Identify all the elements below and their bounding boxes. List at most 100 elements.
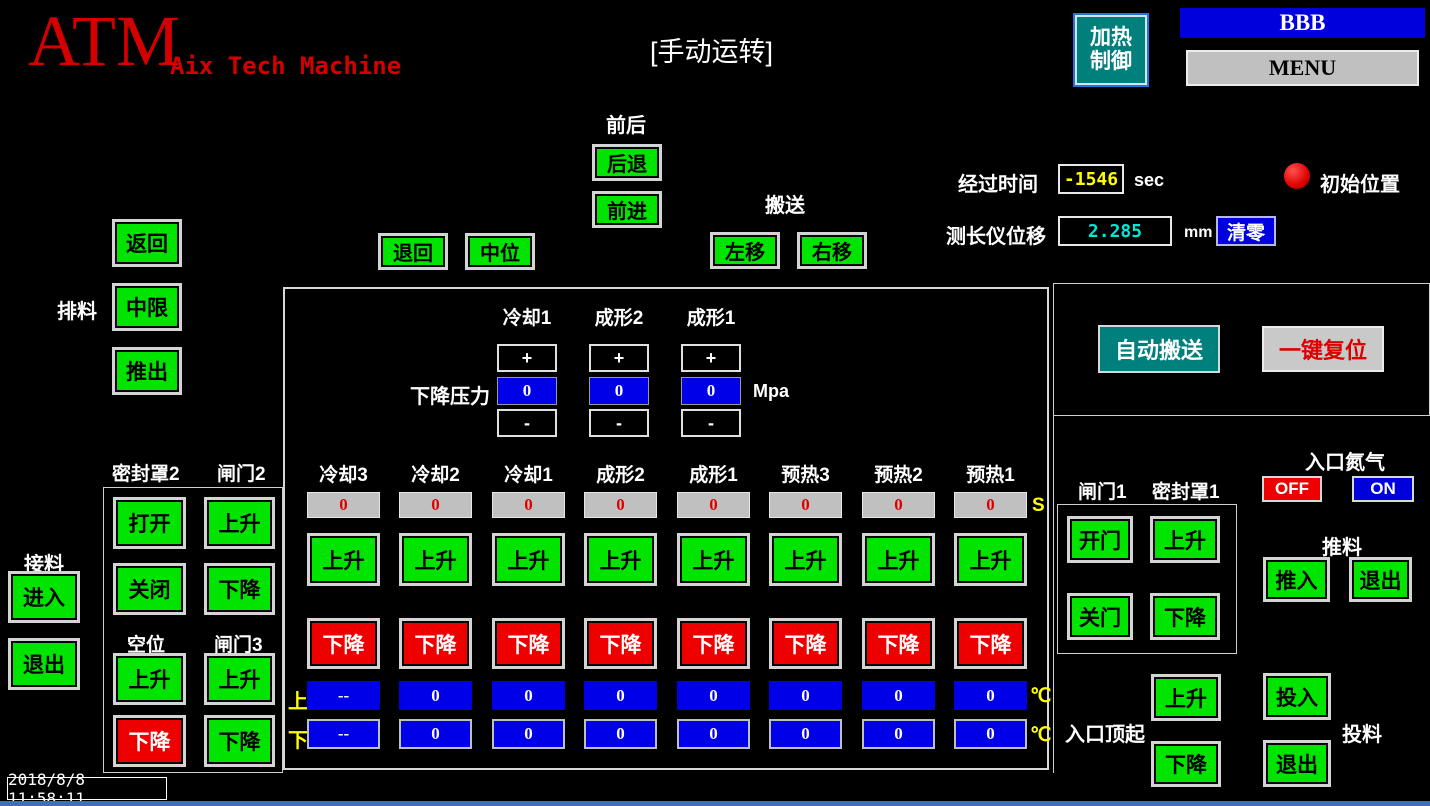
- pressure-unit: Mpa: [753, 381, 789, 401]
- pressure-value: 0: [589, 377, 649, 405]
- station-up-button[interactable]: 上升: [492, 533, 565, 586]
- length-gauge-label: 测长仪位移: [946, 226, 1046, 248]
- initial-position-indicator-icon: [1284, 163, 1310, 189]
- pressure-col-label: 成形2: [594, 308, 644, 329]
- pressure-value: 0: [681, 377, 741, 405]
- temp-upper-value: 0: [492, 681, 565, 710]
- temp-lower-label: 下: [288, 730, 308, 752]
- menu-button[interactable]: MENU: [1186, 50, 1419, 86]
- inlet-lift-down-button[interactable]: 下降: [1151, 741, 1221, 787]
- gate3-up-button[interactable]: 上升: [204, 653, 275, 705]
- gate3-down-button[interactable]: 下降: [204, 715, 275, 767]
- seal2-close-button[interactable]: 关闭: [113, 563, 186, 615]
- back-button[interactable]: 后退: [592, 144, 662, 181]
- station-up-button[interactable]: 上升: [769, 533, 842, 586]
- gate1-label: 闸门1: [1078, 482, 1127, 503]
- timestamp: 2018/8/8 11:58:11: [7, 770, 167, 806]
- station-timer-value: 0: [492, 492, 565, 518]
- clear-zero-button[interactable]: 清零: [1216, 216, 1276, 246]
- elapsed-time-label: 经过时间: [958, 174, 1038, 196]
- station-label: 预热3: [781, 465, 830, 486]
- temp-lower-value: 0: [677, 719, 750, 749]
- pressure-plus-button[interactable]: +: [589, 344, 649, 372]
- receive-exit-button[interactable]: 退出: [8, 638, 80, 690]
- empty-down-button[interactable]: 下降: [113, 715, 186, 767]
- discharge-push-out-button[interactable]: 推出: [112, 347, 182, 395]
- push-in-button[interactable]: 推入: [1263, 557, 1330, 602]
- logo-subtitle: Aix Tech Machine: [170, 52, 402, 80]
- station-down-button[interactable]: 下降: [954, 618, 1027, 669]
- station-timer-value: 0: [399, 492, 472, 518]
- gate2-label: 闸门2: [217, 464, 266, 485]
- station-timer-value: 0: [769, 492, 842, 518]
- station-down-button[interactable]: 下降: [584, 618, 657, 669]
- station-up-button[interactable]: 上升: [307, 533, 380, 586]
- middle-position-button[interactable]: 中位: [465, 233, 535, 270]
- nitrogen-off-button[interactable]: OFF: [1262, 476, 1322, 502]
- auto-transfer-button[interactable]: 自动搬送: [1098, 325, 1220, 373]
- gate1-open-button[interactable]: 开门: [1067, 516, 1133, 563]
- push-material-label: 推料: [1322, 537, 1362, 559]
- station-label: 冷却3: [319, 465, 368, 486]
- move-right-button[interactable]: 右移: [797, 232, 867, 269]
- gate2-down-button[interactable]: 下降: [204, 563, 275, 615]
- feed-in-button[interactable]: 投入: [1263, 673, 1331, 720]
- seal1-label: 密封罩1: [1152, 482, 1220, 503]
- temp-lower-value: --: [307, 719, 380, 749]
- empty-position-label: 空位: [127, 635, 166, 656]
- station-label: 冷却2: [411, 465, 460, 486]
- feed-material-label: 投料: [1342, 724, 1382, 746]
- station-down-button[interactable]: 下降: [677, 618, 750, 669]
- station-down-button[interactable]: 下降: [492, 618, 565, 669]
- temp-upper-value: 0: [862, 681, 935, 710]
- pressure-plus-button[interactable]: +: [497, 344, 557, 372]
- temp-lower-value: 0: [769, 719, 842, 749]
- length-gauge-value: 2.285: [1058, 216, 1172, 246]
- station-down-button[interactable]: 下降: [862, 618, 935, 669]
- receive-enter-button[interactable]: 进入: [8, 571, 80, 623]
- temp-lower-value: 0: [862, 719, 935, 749]
- pressure-col-label: 冷却1: [502, 308, 552, 329]
- gate1-close-button[interactable]: 关门: [1067, 593, 1133, 640]
- seal2-open-button[interactable]: 打开: [113, 497, 186, 549]
- nitrogen-label: 入口氮气: [1305, 452, 1385, 474]
- initial-position-label: 初始位置: [1320, 174, 1400, 196]
- inlet-lift-up-button[interactable]: 上升: [1151, 674, 1221, 721]
- station-up-button[interactable]: 上升: [954, 533, 1027, 586]
- push-exit-button[interactable]: 退出: [1349, 557, 1412, 602]
- station-up-button[interactable]: 上升: [399, 533, 472, 586]
- discharge-return-button[interactable]: 返回: [112, 219, 182, 267]
- return-button[interactable]: 退回: [378, 233, 448, 270]
- station-up-button[interactable]: 上升: [677, 533, 750, 586]
- empty-up-button[interactable]: 上升: [113, 653, 186, 705]
- station-up-button[interactable]: 上升: [862, 533, 935, 586]
- forward-button[interactable]: 前进: [592, 191, 662, 228]
- temp-lower-value: 0: [584, 719, 657, 749]
- gate1-seal1-panel: [1057, 504, 1237, 654]
- station-down-button[interactable]: 下降: [769, 618, 842, 669]
- station-up-button[interactable]: 上升: [584, 533, 657, 586]
- pressure-minus-button[interactable]: -: [681, 409, 741, 437]
- one-key-reset-button[interactable]: 一键复位: [1262, 326, 1384, 372]
- feed-exit-button[interactable]: 退出: [1263, 740, 1331, 787]
- seal2-gate-panel: [103, 487, 283, 773]
- station-down-button[interactable]: 下降: [307, 618, 380, 669]
- station-down-button[interactable]: 下降: [399, 618, 472, 669]
- discharge-middle-limit-button[interactable]: 中限: [112, 283, 182, 331]
- pressure-plus-button[interactable]: +: [681, 344, 741, 372]
- move-left-button[interactable]: 左移: [710, 232, 780, 269]
- receive-material-label: 接料: [24, 554, 64, 576]
- inlet-lift-label: 入口顶起: [1065, 724, 1145, 746]
- seal1-down-button[interactable]: 下降: [1150, 593, 1220, 640]
- seal1-up-button[interactable]: 上升: [1150, 516, 1220, 563]
- pressure-minus-button[interactable]: -: [589, 409, 649, 437]
- station-label: 成形1: [689, 465, 738, 486]
- nitrogen-on-button[interactable]: ON: [1352, 476, 1414, 502]
- bottom-strip: [0, 801, 1430, 806]
- temp-unit-label: ℃: [1030, 725, 1052, 746]
- pressure-minus-button[interactable]: -: [497, 409, 557, 437]
- heat-control-button[interactable]: 加热 制御: [1073, 13, 1149, 87]
- gate2-up-button[interactable]: 上升: [204, 497, 275, 549]
- page-title: [手动运转]: [650, 37, 774, 67]
